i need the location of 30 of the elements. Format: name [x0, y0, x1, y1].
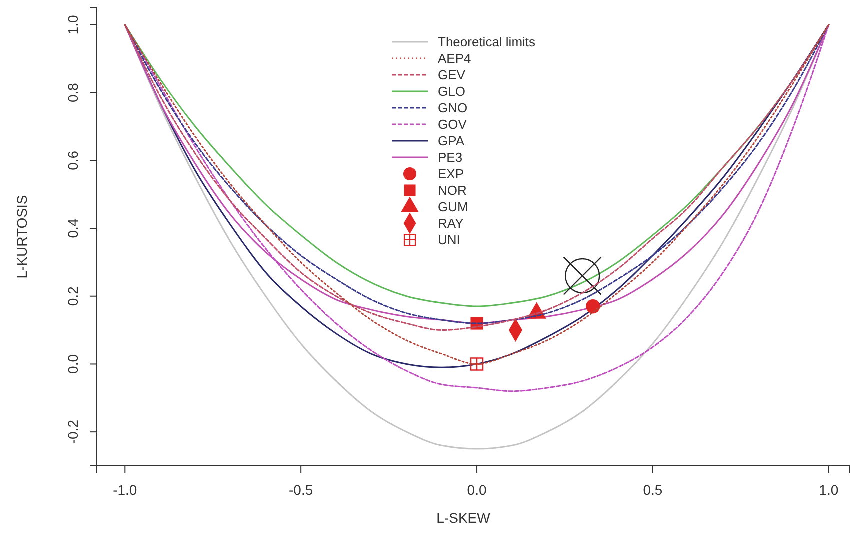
- legend-label: GNO: [438, 100, 468, 116]
- legend-label: UNI: [438, 232, 460, 248]
- legend-label: GOV: [438, 117, 468, 132]
- x-axis-title: L-SKEW: [436, 510, 492, 526]
- y-tick-label: 0.6: [64, 150, 81, 170]
- legend-label: GLO: [438, 84, 466, 100]
- y-tick-label: 0.8: [64, 82, 81, 103]
- x-tick-label: -1.0: [113, 482, 138, 498]
- legend-label: AEP4: [438, 51, 472, 66]
- point: [563, 256, 602, 296]
- legend-label: PE3: [438, 150, 463, 166]
- legend-label: GUM: [438, 200, 468, 215]
- x-tick-label: 0.0: [467, 482, 487, 498]
- legend-label: GPA: [438, 134, 465, 149]
- y-tick-label: -0.2: [64, 420, 81, 444]
- legend-label: EXP: [438, 166, 464, 182]
- x-tick-label: 1.0: [819, 482, 839, 498]
- y-tick-label: 0.0: [64, 354, 81, 374]
- point: [470, 358, 484, 371]
- legend-label: Theoretical limits: [438, 34, 536, 50]
- y-tick-label: 0.4: [64, 218, 81, 238]
- legend-label: NOR: [438, 183, 467, 198]
- y-tick-label: 1.0: [64, 15, 81, 35]
- point: [586, 299, 600, 314]
- y-tick-label: 0.2: [64, 286, 81, 306]
- x-tick-label: -0.5: [289, 482, 314, 498]
- y-axis-title: L-KURTOSIS: [14, 195, 30, 279]
- x-tick-label: 0.5: [643, 482, 663, 498]
- legend-label: GEV: [438, 68, 466, 83]
- legend-label: RAY: [438, 216, 464, 232]
